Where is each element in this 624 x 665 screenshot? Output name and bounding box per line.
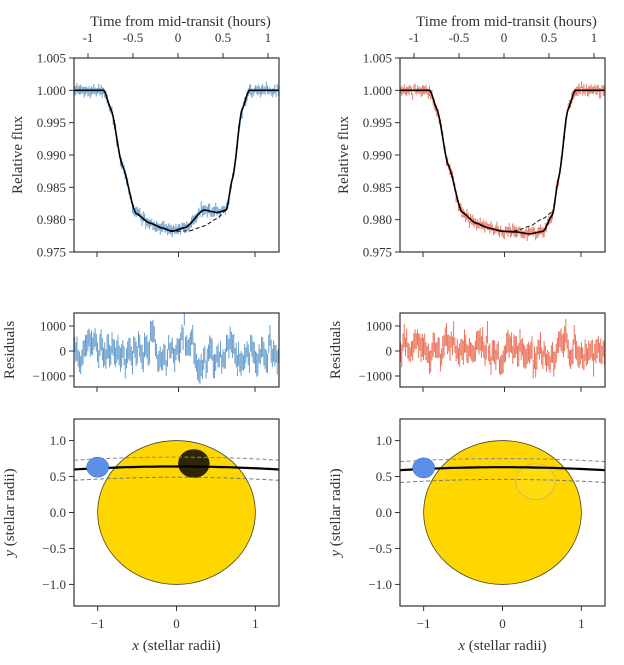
y-axis-title: y (stellar radii) (328, 468, 344, 558)
lightcurve-panel: Time from mid-transit (hours)-1 -0.5 0 0.5 1… (336, 14, 606, 260)
y-tick-label: 0.990 (363, 148, 392, 163)
residuals-area (400, 319, 605, 379)
y-tick-label: 0.5 (376, 469, 392, 484)
right-column: Time from mid-transit (hours)-1 -0.5 0 0.5 1… (328, 14, 606, 654)
orbit-lower-bound (400, 478, 605, 483)
y-tick-label: 1.000 (363, 83, 392, 98)
y-tick-label: 1.005 (37, 51, 66, 66)
y-tick-label: 0.980 (37, 212, 66, 227)
x-tick-label: 1 (252, 616, 259, 631)
y-tick-label: −1.0 (368, 577, 392, 592)
x-axis-title-unit: (stellar radii) (139, 638, 221, 654)
y-tick-label: −1000 (33, 369, 66, 384)
y-tick-label: 0.990 (37, 148, 66, 163)
y-tick-label: 0.975 (37, 245, 66, 260)
top-x-tick-label: 0.5 (541, 30, 557, 45)
star-disk (97, 440, 256, 585)
top-x-tick-label: -0.5 (449, 30, 470, 45)
x-axis-title-var: x (457, 638, 465, 654)
plot-frame (399, 312, 606, 388)
residuals-area (74, 313, 279, 385)
x-axis-title: x (stellar radii) (457, 638, 546, 654)
x-axis-title-var: x (131, 638, 139, 654)
y-tick-label: 0.980 (363, 212, 392, 227)
model-no-spot-line (507, 211, 553, 232)
starspot (515, 463, 556, 500)
residuals-panel: −1000 0 1000 Residuals (2, 312, 280, 392)
y-axis-title-unit: (stellar radii) (2, 468, 18, 550)
y-tick-label: 1.0 (376, 433, 392, 448)
x-tick-label: 1 (578, 616, 585, 631)
y-tick-label: 0.985 (37, 180, 66, 195)
y-axis-title: Residuals (2, 321, 18, 379)
y-tick-label: 1.000 (37, 83, 66, 98)
orbit-upper-bound (74, 456, 279, 461)
geometry-panel: −1.0−0.50.00.51.0−1 0 1x (stellar radii)y … (328, 418, 606, 654)
y-tick-label: 0 (60, 344, 67, 359)
y-tick-label: 1000 (366, 319, 392, 334)
top-x-tick-label: 1 (591, 30, 598, 45)
top-x-tick-label: 0 (501, 30, 508, 45)
model-with-spot-line (74, 89, 279, 232)
geometry-panel: −1.0−0.50.00.51.0−1 0 1x (stellar radii)y … (2, 418, 280, 654)
y-tick-label: 0 (386, 344, 393, 359)
x-tick-label: −1 (417, 616, 431, 631)
top-x-tick-label: -1 (83, 30, 94, 45)
x-tick-label: 0 (173, 616, 180, 631)
y-axis-title: Relative flux (10, 116, 26, 194)
plot-frame (73, 57, 280, 253)
top-x-axis-title: Time from mid-transit (hours) (90, 14, 271, 30)
plot-frame (399, 57, 606, 253)
y-axis-title: Relative flux (336, 116, 352, 194)
star-disk (423, 440, 582, 585)
plot-area (74, 81, 279, 238)
y-tick-label: 0.5 (50, 469, 66, 484)
x-axis-title: x (stellar radii) (131, 638, 220, 654)
y-axis-title-var: y (328, 550, 344, 559)
y-tick-label: −1000 (359, 369, 392, 384)
y-tick-label: 1.0 (50, 433, 66, 448)
y-tick-label: 0.995 (363, 115, 392, 130)
x-tick-label: 0 (499, 616, 506, 631)
orbit-upper-bound (400, 458, 605, 463)
plot-frame (73, 312, 280, 388)
top-x-tick-label: 1 (265, 30, 272, 45)
model-with-spot-line (400, 89, 605, 235)
y-tick-label: 0.0 (376, 505, 392, 520)
top-x-tick-label: 0 (175, 30, 182, 45)
top-x-axis-title: Time from mid-transit (hours) (416, 14, 597, 30)
y-tick-label: −0.5 (42, 541, 66, 556)
x-tick-label: −1 (91, 616, 105, 631)
y-tick-label: 0.985 (363, 180, 392, 195)
left-column: Time from mid-transit (hours)-1 -0.5 0 0.5 1… (2, 14, 280, 654)
y-tick-label: 1000 (40, 319, 66, 334)
top-x-tick-label: -1 (409, 30, 420, 45)
top-x-tick-label: 0.5 (215, 30, 231, 45)
y-tick-label: 1.005 (363, 51, 392, 66)
lightcurve-panel: Time from mid-transit (hours)-1 -0.5 0 0.5 1… (10, 14, 280, 260)
y-tick-label: 0.995 (37, 115, 66, 130)
top-x-tick-label: -0.5 (123, 30, 144, 45)
geometry-area (400, 440, 605, 585)
y-axis-title-var: y (2, 550, 18, 559)
residuals-panel: −1000 0 1000 Residuals (328, 312, 606, 392)
starspot (178, 449, 210, 478)
planet-disk (86, 456, 109, 478)
y-tick-label: 0.0 (50, 505, 66, 520)
orbit-lower-bound (74, 476, 279, 481)
y-axis-title: y (stellar radii) (2, 468, 18, 558)
planet-disk (412, 457, 435, 479)
y-tick-label: 0.975 (363, 245, 392, 260)
plot-area (400, 80, 605, 242)
y-tick-label: −1.0 (42, 577, 66, 592)
y-axis-title: Residuals (328, 321, 344, 379)
y-axis-title-unit: (stellar radii) (328, 468, 344, 550)
geometry-area (74, 440, 279, 585)
x-axis-title-unit: (stellar radii) (465, 638, 547, 654)
y-tick-label: −0.5 (368, 541, 392, 556)
